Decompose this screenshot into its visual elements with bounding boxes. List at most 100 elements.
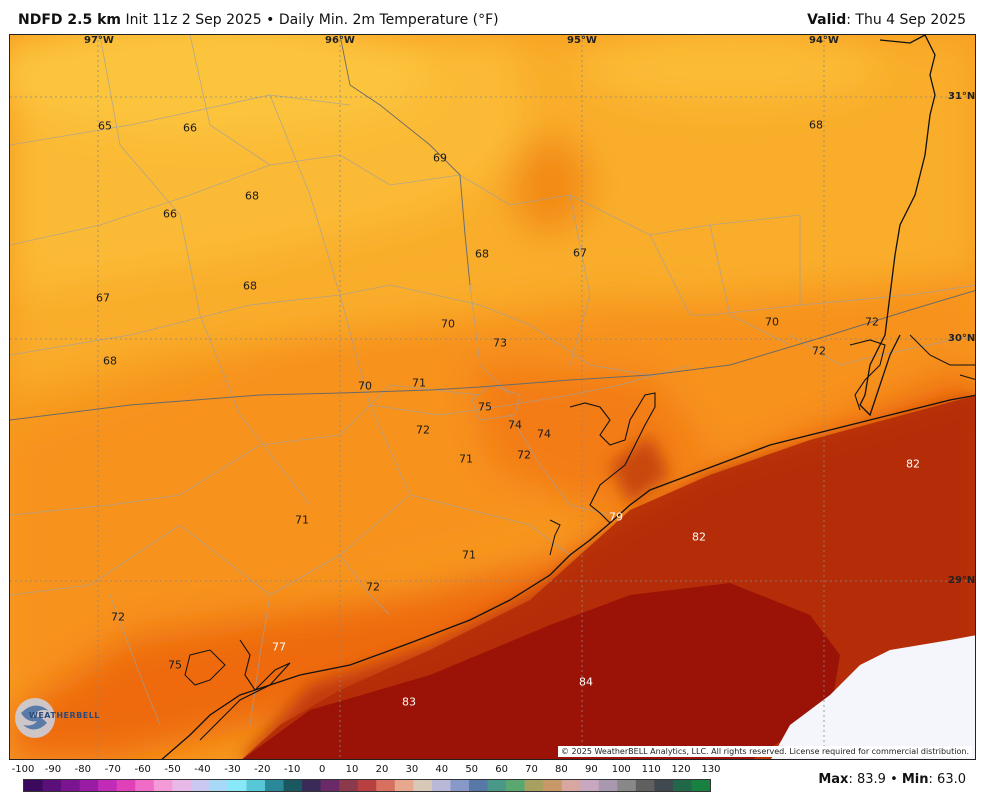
colorbar-segment [468,780,489,791]
map-value: 65 [98,119,112,133]
map-value: 82 [906,457,920,471]
min-value: : 63.0 [928,772,966,787]
colorbar-segment [116,780,136,791]
min-label: Min [901,772,929,787]
colorbar-gradient [23,779,711,792]
colorbar-tick-label: -70 [104,764,121,775]
colorbar-segment [42,780,62,791]
colorbar-tick-label: 0 [318,764,326,775]
colorbar-segment [339,780,359,791]
map-value: 84 [579,675,593,689]
lon-label-97w: 97°W [84,35,114,46]
colorbar-segment [654,780,674,791]
colorbar-tick-label: 30 [405,764,419,775]
colorbar-segment [302,780,322,791]
map-value: 72 [865,315,879,329]
road-line-north [339,35,471,286]
map-value: 77 [272,640,286,654]
colorbar-segment [598,780,618,791]
colorbar-tick-label: -30 [224,764,241,775]
west-bay-shoreline [199,639,291,741]
colorbar-tick-label: -40 [194,764,211,775]
colorbar-tick-label: 70 [525,764,538,775]
map-value: 70 [358,379,372,393]
colorbar-segment [691,780,710,791]
colorbar-segment [320,780,340,791]
max-label: Max [818,772,849,787]
valid-label: Valid [807,12,847,28]
map-value: 66 [163,207,177,221]
colorbar-tick-label: 20 [375,764,389,775]
county-lines [10,35,975,726]
lon-label-96w: 96°W [325,35,355,46]
valid-value: : Thu 4 Sep 2025 [846,12,966,28]
colorbar-segment [543,780,563,791]
colorbar-tick-label: 100 [611,764,631,775]
no-data-area [771,635,975,759]
colorbar-segment [524,780,544,791]
colorbar-segment [190,780,210,791]
colorbar-segment [246,780,266,791]
colorbar-segment [672,780,692,791]
lon-label-94w: 94°W [809,35,839,46]
logo-swirl-icon [15,698,55,738]
colorbar-segment [487,780,507,791]
map-value: 72 [517,448,531,462]
colorbar-segment [283,780,303,791]
map-value: 71 [412,376,426,390]
colorbar-segment [209,780,229,791]
map-value: 72 [416,423,430,437]
colorbar-segment [413,780,433,791]
colorbar-segment [227,780,247,791]
valid-time: Valid: Thu 4 Sep 2025 [807,12,966,28]
colorbar-tick-label: -20 [254,764,271,775]
colorbar-tick-label: 60 [495,764,508,775]
colorbar-segment [172,780,192,791]
colorbar-segment [153,780,173,791]
warm-core-water [242,583,840,759]
temperature-map[interactable]: 97°W 96°W 95°W 94°W 31°N 30°N 29°N 65 66… [9,34,976,760]
map-value: 72 [812,344,826,358]
map-value: 72 [111,610,125,624]
bay-shoreline [569,392,656,524]
map-value: 74 [537,427,551,441]
colorbar-segment [79,780,99,791]
colorbar-segment [635,780,655,791]
inlet-west [549,519,561,556]
map-value: 68 [243,279,257,293]
map-value: 75 [478,400,492,414]
map-value: 74 [508,418,522,432]
init-time: Init 11z 2 Sep 2025 [125,12,262,28]
map-value: 68 [103,354,117,368]
colorbar-tick-label: 80 [555,764,568,775]
colorbar-tick-label: -100 [11,764,35,775]
map-value: 75 [168,658,182,672]
map-value: 71 [459,452,473,466]
colorbar-segment [98,780,118,791]
map-value: 71 [462,548,476,562]
map-value: 72 [366,580,380,594]
colorbar-tick-label: 90 [584,764,598,775]
colorbar-segment [24,780,44,791]
colorbar-segment [265,780,285,791]
sabine-shoreline [909,334,975,380]
coastline [161,394,975,759]
header: NDFD 2.5 km Init 11z 2 Sep 2025 • Daily … [0,0,984,34]
colorbar-tick-label: -80 [74,764,91,775]
map-value: 68 [809,118,823,132]
title-separator: • [266,12,275,28]
weatherbell-logo: WEATHERBELL [13,695,99,741]
product-name: NDFD 2.5 km [18,12,121,28]
colorbar-tick-label: -50 [164,764,181,775]
map-canvas [10,35,975,759]
map-value: 67 [573,246,587,260]
map-value: 79 [609,510,623,524]
map-value: 70 [441,317,455,331]
map-value: 70 [765,315,779,329]
colorbar-tick-label: 120 [671,764,691,775]
colorbar-segment [394,780,414,791]
colorbar-tick-label: 110 [641,764,661,775]
map-value: 68 [245,189,259,203]
map-value: 83 [402,695,416,709]
colorbar-segment [450,780,470,791]
